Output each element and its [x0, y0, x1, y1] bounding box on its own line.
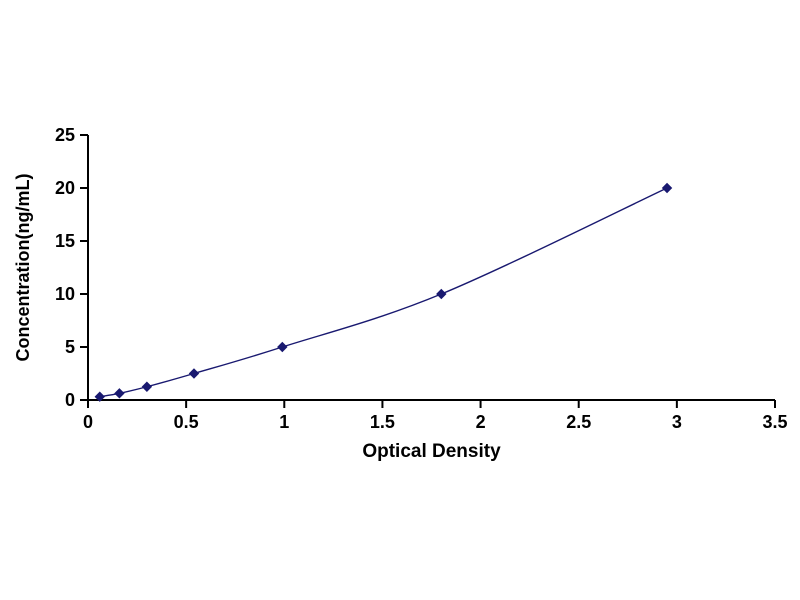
x-tick-label: 0.5 — [174, 412, 199, 432]
standard-curve-path — [99, 187, 668, 398]
data-point-marker — [277, 341, 288, 353]
y-tick-label: 5 — [65, 337, 75, 357]
data-point-marker — [661, 182, 673, 194]
y-tick-label: 25 — [55, 125, 75, 145]
x-tick-label: 0 — [83, 412, 93, 432]
x-tick-label: 1.5 — [370, 412, 395, 432]
y-tick-label: 20 — [55, 178, 75, 198]
x-axis-label: Optical Density — [362, 441, 501, 462]
y-axis-label: Concentration(ng/mL) — [13, 173, 33, 362]
data-point-marker — [188, 368, 200, 379]
data-point-marker — [141, 381, 153, 392]
data-point-marker — [436, 288, 447, 300]
y-tick-label: 0 — [65, 390, 75, 410]
data-point-marker — [114, 388, 125, 399]
x-tick-label: 1 — [279, 412, 289, 432]
x-tick-label: 3.5 — [762, 412, 787, 432]
y-tick-label: 10 — [55, 284, 75, 304]
x-tick-label: 3 — [672, 412, 682, 432]
y-tick-label: 15 — [55, 231, 75, 251]
x-tick-label: 2.5 — [566, 412, 591, 432]
x-tick-label: 2 — [476, 412, 486, 432]
data-point-marker — [94, 391, 105, 402]
